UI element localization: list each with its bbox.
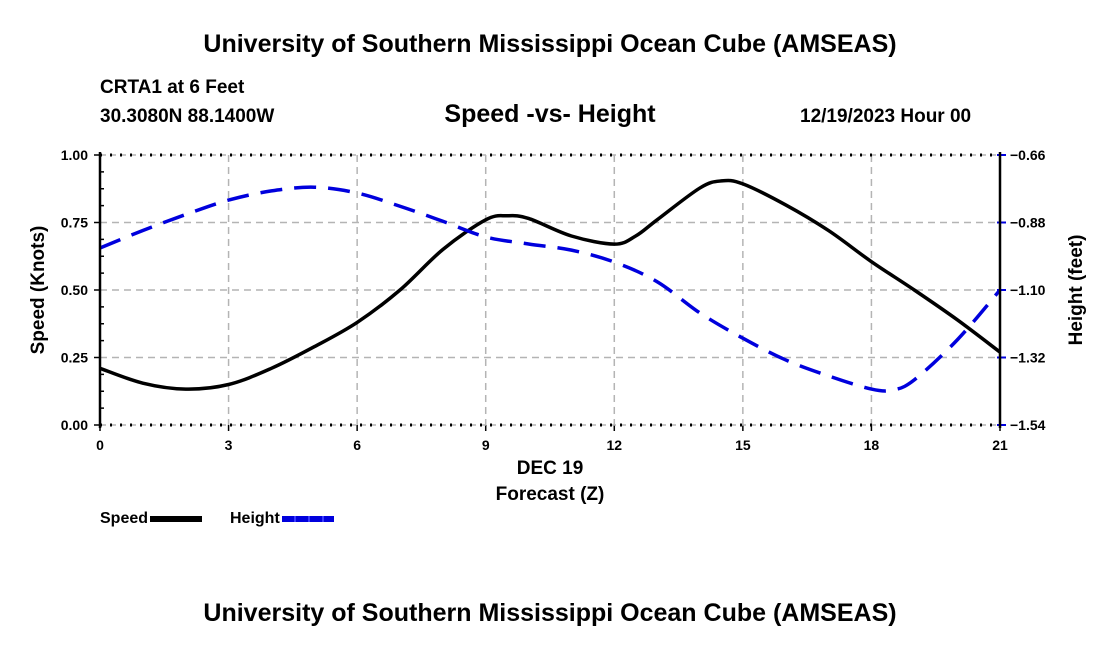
y2-tick-label: −1.10 [1010, 282, 1046, 298]
y-tick-label: 0.00 [61, 417, 88, 433]
coordinates-label: 30.3080N 88.1400W [100, 106, 275, 127]
x-tick-label: 15 [735, 437, 751, 453]
y-tick-label: 1.00 [61, 147, 88, 163]
y-tick-label: 0.75 [61, 215, 88, 231]
legend-height: Height [230, 510, 334, 528]
x-tick-label: 12 [606, 437, 622, 453]
x-axis-title: Forecast (Z) [496, 484, 605, 505]
y-tick-label: 0.50 [61, 282, 88, 298]
axis-labels: 0 3 6 9 12 15 18 21 0.00 0.25 0.50 0.75 1.00 −1.54 −1.… [61, 147, 1046, 453]
x-tick-label: 9 [482, 437, 490, 453]
y2-tick-label: −0.66 [1010, 147, 1046, 163]
x-tick-label: 18 [864, 437, 880, 453]
y2-tick-label: −1.32 [1010, 350, 1046, 366]
forecast-datetime: 12/19/2023 Hour 00 [800, 106, 972, 127]
y2-axis-title: Height (feet) [1066, 235, 1087, 346]
page-title: University of Southern Mississippi Ocean… [203, 30, 897, 58]
x-tick-label: 0 [96, 437, 104, 453]
y-axis-title: Speed (Knots) [28, 226, 49, 355]
axes [94, 152, 1006, 431]
grid [100, 155, 1000, 425]
y2-tick-label: −0.88 [1010, 215, 1046, 231]
series-line-speed [99, 178, 1002, 391]
series-line-height [99, 185, 1002, 393]
chart-subtitle: Speed -vs- Height [444, 100, 656, 128]
x-tick-label: 6 [353, 437, 361, 453]
legend-speed-label: Speed [100, 510, 149, 527]
legend-speed-swatch [150, 516, 203, 522]
x-tick-label: 21 [992, 437, 1008, 453]
y2-tick-label: −1.54 [1010, 417, 1046, 433]
x-axis-date: DEC 19 [517, 458, 584, 479]
series-layer [99, 178, 1002, 393]
footer-title: University of Southern Mississippi Ocean… [203, 599, 897, 627]
legend-height-swatch [281, 516, 334, 522]
x-tick-label: 3 [225, 437, 233, 453]
legend-speed: Speed [100, 510, 203, 528]
legend-height-label: Height [230, 510, 280, 527]
station-label: CRTA1 at 6 Feet [100, 77, 245, 98]
y-tick-label: 0.25 [61, 350, 88, 366]
